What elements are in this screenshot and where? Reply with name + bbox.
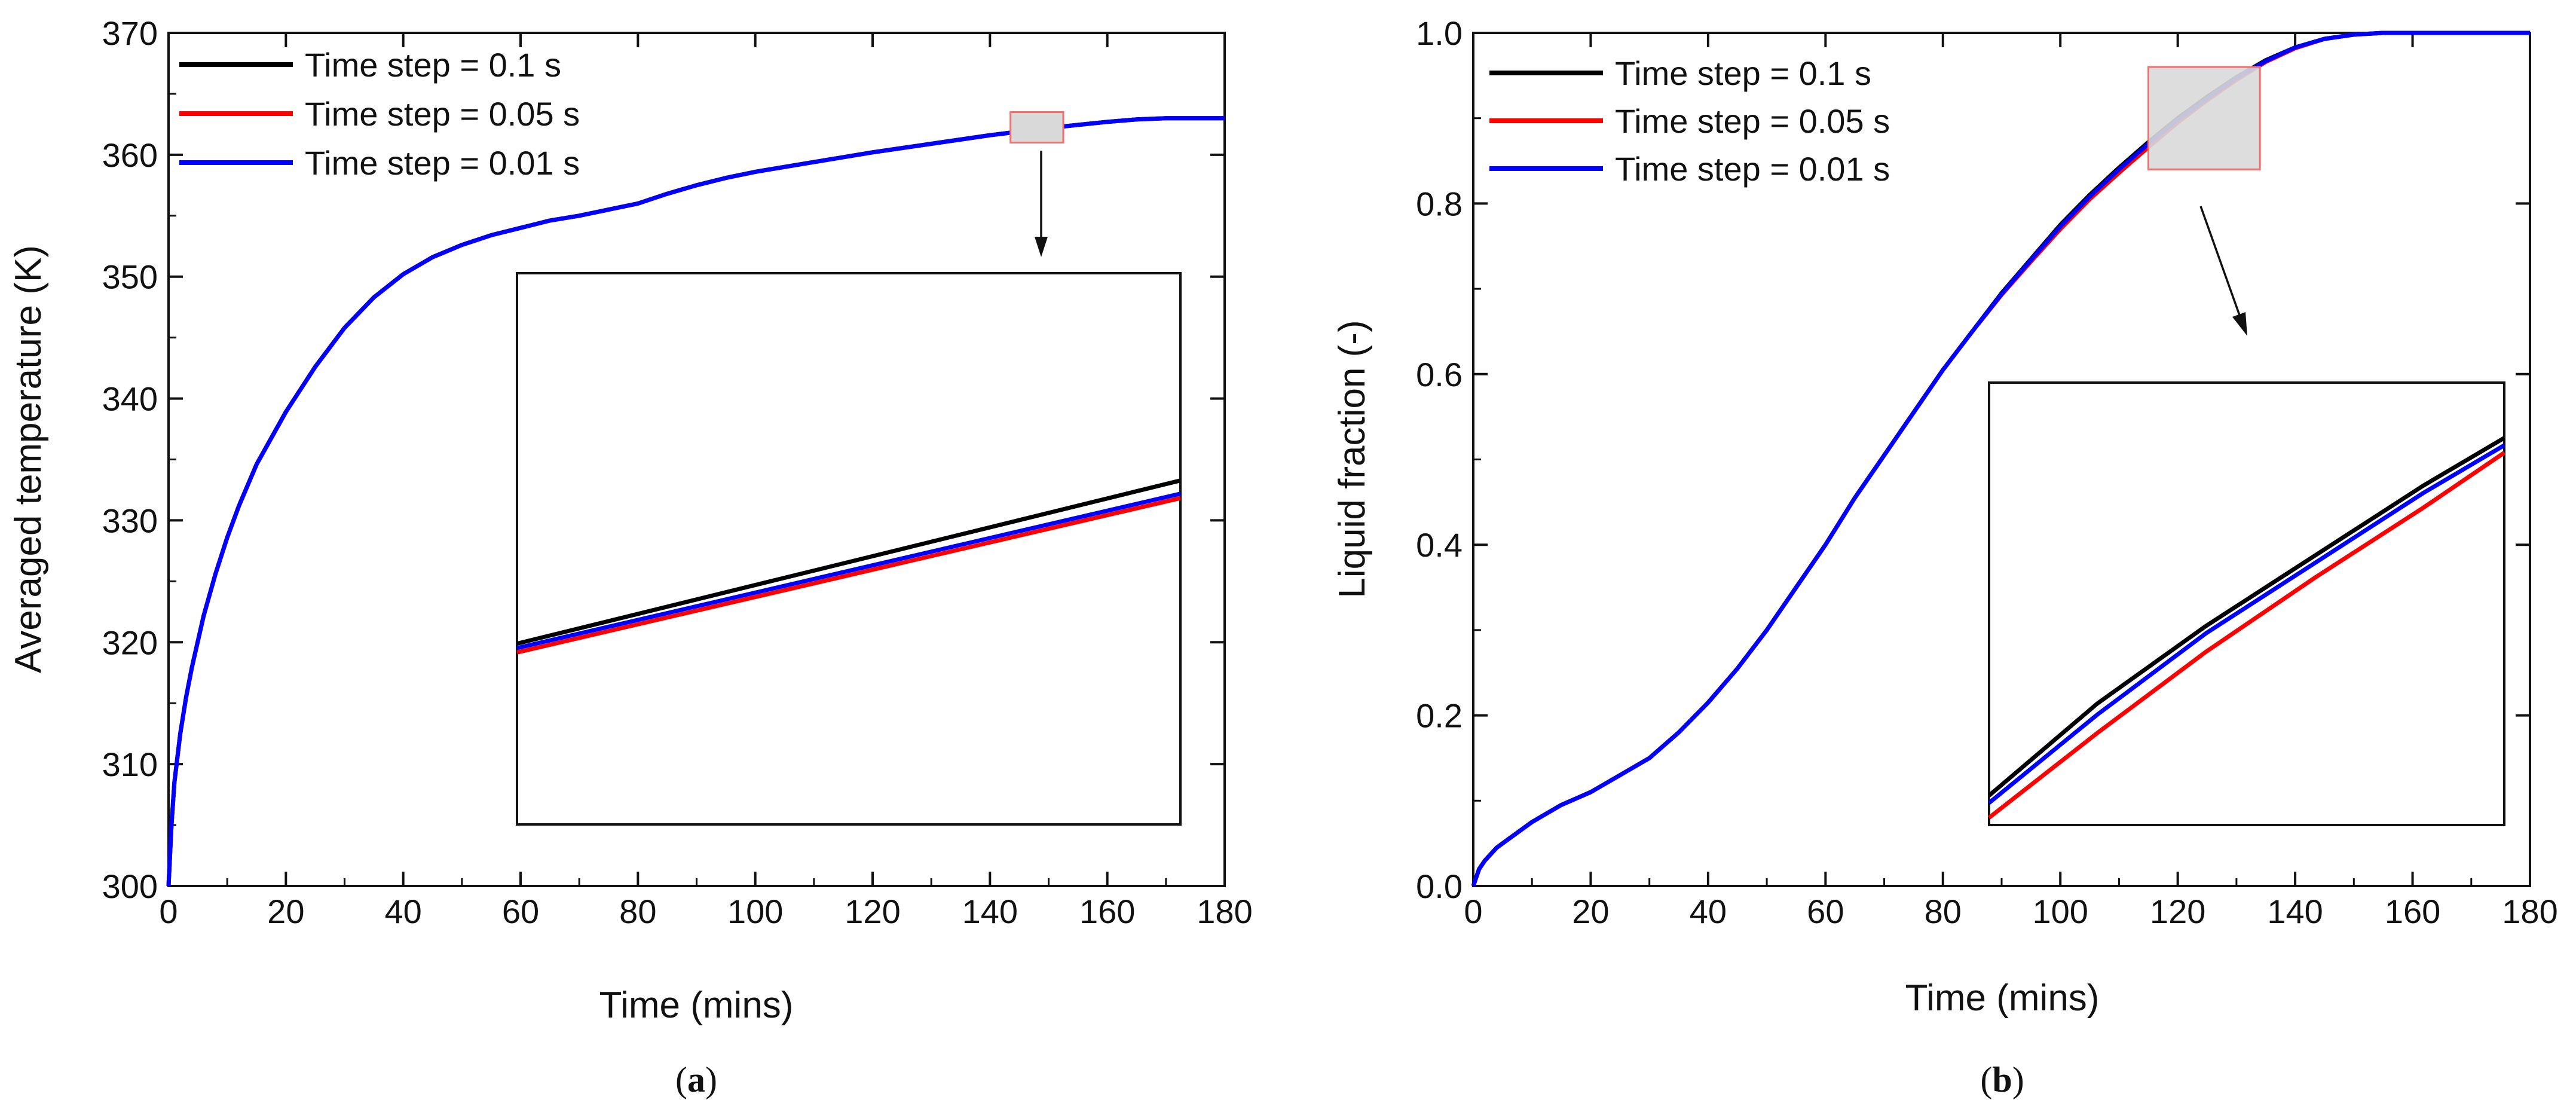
x-tick-label: 0	[1464, 893, 1482, 930]
panel-a-zoom-region	[1009, 111, 1064, 143]
legend-label: Time step = 0.01 s	[1615, 150, 1890, 188]
x-tick-label: 40	[385, 893, 422, 930]
x-tick-label: 80	[1925, 893, 1962, 930]
x-tick-label: 120	[2150, 893, 2205, 930]
inset-series-line	[1987, 443, 2505, 805]
y-tick-label: 1.0	[1416, 14, 1463, 52]
inset-series-line	[1987, 436, 2505, 798]
x-tick-label: 0	[159, 893, 178, 930]
x-tick-label: 180	[2502, 893, 2557, 930]
panel-b-caption-letter: b	[1992, 1060, 2012, 1099]
inset-series-line	[516, 478, 1181, 646]
y-tick-label: 330	[102, 502, 158, 539]
y-tick-label: 340	[102, 380, 158, 418]
panel-b-y-axis-label: Liquid fraction (-)	[1332, 320, 1373, 598]
x-tick-label: 180	[1197, 893, 1252, 930]
x-tick-label: 100	[2033, 893, 2088, 930]
x-tick-label: 60	[1807, 893, 1844, 930]
panel-b-x-ticks: 0 20 40 60 80 100 120 140 160 180	[1464, 33, 2558, 930]
panel-a-caption: (a)	[675, 1060, 717, 1099]
panel-a-x-ticks: 0 20 40 60 80 100 120 140 160 180	[159, 33, 1253, 930]
panel-a-series-lines	[166, 116, 1225, 887]
y-tick-label: 0.0	[1416, 867, 1463, 905]
x-tick-label: 160	[1079, 893, 1135, 930]
legend-label: Time step = 0.05 s	[1615, 102, 1890, 140]
y-tick-label: 0.8	[1416, 185, 1463, 222]
legend-label: Time step = 0.1 s	[1615, 54, 1871, 92]
y-tick-label: 350	[102, 258, 158, 296]
inset-series-line	[1987, 451, 2505, 820]
y-tick-label: 0.2	[1416, 697, 1463, 735]
panel-b-y-ticks: 0.0 0.2 0.4 0.6 0.8 1.0	[1416, 14, 2530, 905]
panel-a-inset-lines	[516, 478, 1181, 655]
legend-label: Time step = 0.01 s	[305, 144, 580, 182]
x-tick-label: 160	[2385, 893, 2440, 930]
panel-a-legend: Time step = 0.1 s Time step = 0.05 s Time …	[179, 46, 580, 182]
panel-b-zoom-region	[2147, 66, 2261, 170]
panel-b-zoom-arrow	[2199, 206, 2247, 336]
y-tick-label: 320	[102, 624, 158, 661]
panel-b-x-axis-label: Time (mins)	[1905, 977, 2100, 1019]
panel-a-temperature-chart: 0 20 40 60 80 100 120 140 160 180 300 310 320 330 340…	[8, 14, 1253, 1099]
x-tick-label: 100	[727, 893, 783, 930]
y-tick-label: 360	[102, 136, 158, 174]
panel-a-zoom-arrow	[1035, 151, 1048, 257]
panel-a-caption-letter: a	[687, 1060, 705, 1099]
series-line	[1471, 30, 2530, 887]
panel-b-caption: (b)	[1980, 1060, 2024, 1099]
inset-series-line	[516, 496, 1181, 655]
panel-a-y-axis-label: Averaged temperature (K)	[8, 245, 49, 673]
panel-b-inset-lines	[1987, 436, 2505, 820]
x-tick-label: 20	[1572, 893, 1609, 930]
x-tick-label: 60	[502, 893, 539, 930]
panel-b-series-lines	[1471, 30, 2530, 887]
panel-a-inset-frame	[516, 272, 1182, 826]
panel-a-y-ticks: 300 310 320 330 340 350 360 370	[102, 14, 1225, 905]
x-tick-label: 120	[845, 893, 900, 930]
panel-b-legend: Time step = 0.1 s Time step = 0.05 s Time …	[1489, 54, 1890, 188]
panel-b-liquid-fraction-chart: 0 20 40 60 80 100 120 140 160 180 0.0 0.2 0.4 0.6 0.8…	[1332, 14, 2558, 1099]
y-tick-label: 300	[102, 867, 158, 905]
x-tick-label: 80	[619, 893, 656, 930]
legend-label: Time step = 0.05 s	[305, 95, 580, 133]
x-tick-label: 40	[1690, 893, 1727, 930]
y-tick-label: 0.6	[1416, 356, 1463, 393]
y-tick-label: 310	[102, 746, 158, 783]
x-tick-label: 140	[2267, 893, 2323, 930]
x-tick-label: 140	[962, 893, 1018, 930]
series-line	[166, 116, 1225, 887]
x-tick-label: 20	[267, 893, 304, 930]
panel-a-x-axis-label: Time (mins)	[599, 985, 794, 1026]
legend-label: Time step = 0.1 s	[305, 46, 561, 84]
y-tick-label: 370	[102, 14, 158, 52]
inset-series-line	[516, 491, 1181, 650]
y-tick-label: 0.4	[1416, 526, 1463, 564]
